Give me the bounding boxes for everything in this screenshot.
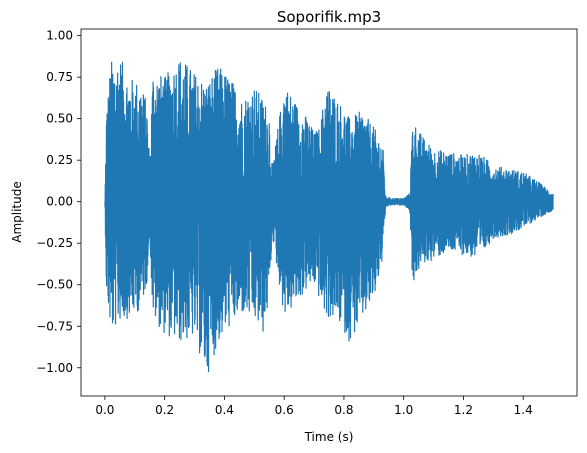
x-tick-label: 0.8 bbox=[334, 403, 353, 417]
y-tick-label: 0.50 bbox=[46, 112, 73, 126]
chart-title: Soporifik.mp3 bbox=[277, 8, 381, 26]
y-tick-label: 1.00 bbox=[46, 29, 73, 43]
x-axis-ticks: 0.0 0.2 0.4 0.6 0.8 1.0 1.2 1.4 bbox=[95, 396, 533, 417]
plot-frame bbox=[80, 28, 578, 397]
y-axis-label: Amplitude bbox=[10, 181, 24, 243]
y-tick-label: −0.75 bbox=[36, 319, 73, 333]
y-tick-label: −0.25 bbox=[36, 236, 73, 250]
x-tick-label: 0.2 bbox=[155, 403, 174, 417]
x-tick-label: 1.2 bbox=[454, 403, 473, 417]
x-tick-label: 1.4 bbox=[514, 403, 533, 417]
y-tick-label: −1.00 bbox=[36, 361, 73, 375]
y-tick-label: −0.50 bbox=[36, 278, 73, 292]
x-tick-label: 1.0 bbox=[394, 403, 413, 417]
x-tick-label: 0.0 bbox=[95, 403, 114, 417]
x-tick-label: 0.6 bbox=[275, 403, 294, 417]
y-axis-ticks: −1.00 −0.75 −0.50 −0.25 0.00 0.25 0.50 0.75 1.00 bbox=[36, 29, 81, 375]
y-tick-label: 0.00 bbox=[46, 195, 73, 209]
x-tick-label: 0.4 bbox=[215, 403, 234, 417]
x-axis-label: Time (s) bbox=[304, 430, 354, 444]
waveform-series-line bbox=[104, 61, 554, 373]
plot-area bbox=[104, 61, 554, 373]
y-tick-label: 0.25 bbox=[46, 153, 73, 167]
y-tick-label: 0.75 bbox=[46, 70, 73, 84]
